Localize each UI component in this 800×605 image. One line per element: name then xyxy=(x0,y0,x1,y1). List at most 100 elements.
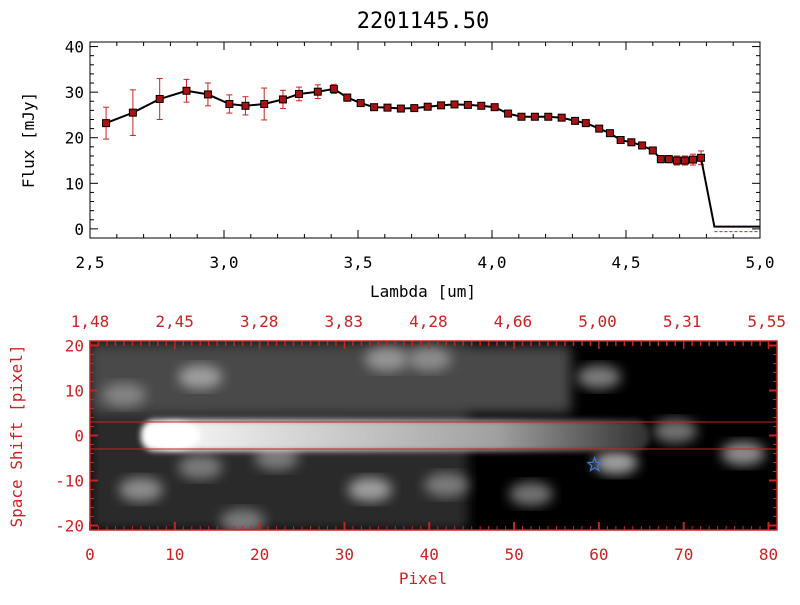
spectrum-heatmap xyxy=(90,341,777,530)
noise-blob xyxy=(178,455,223,479)
noise-blob xyxy=(364,347,409,371)
flux-data-point xyxy=(260,99,269,108)
flux-x-tick-label: 3,0 xyxy=(210,253,239,272)
heatmap-x-tick-label: 50 xyxy=(504,545,523,564)
flux-data-point xyxy=(329,84,338,93)
flux-data-point xyxy=(278,95,287,104)
heatmap-x-axis-label: Pixel xyxy=(399,569,447,588)
heatmap-x-tick-label: 10 xyxy=(165,545,184,564)
flux-data-point xyxy=(557,113,566,122)
flux-data-point xyxy=(697,153,706,162)
flux-data-point xyxy=(571,116,580,125)
heatmap-y-tick-label: 20 xyxy=(65,337,84,356)
flux-data-point xyxy=(581,119,590,128)
flux-data-point xyxy=(450,100,459,109)
chart-title: 2201145.50 xyxy=(357,9,489,34)
flux-data-point xyxy=(295,89,304,98)
flux-data-point xyxy=(225,99,234,108)
heatmap-x-tick-label: 70 xyxy=(674,545,693,564)
noise-blob xyxy=(721,441,766,466)
heatmap-y-axis-label: Space Shift [pixel] xyxy=(7,344,26,527)
noise-blob xyxy=(347,477,392,502)
flux-data-point xyxy=(680,156,689,165)
flux-data-point xyxy=(689,155,697,164)
flux-data-point xyxy=(616,136,625,144)
heatmap-x-tick-label: 60 xyxy=(589,545,608,564)
flux-x-tick-label: 4,5 xyxy=(612,253,641,272)
noise-blob xyxy=(407,347,452,371)
flux-data-point xyxy=(410,104,419,113)
flux-y-tick-label: 0 xyxy=(74,220,84,239)
flux-y-tick-label: 40 xyxy=(65,38,84,57)
noise-blob xyxy=(178,365,223,389)
flux-plot-area xyxy=(102,77,760,233)
flux-data-point xyxy=(437,101,446,110)
heatmap-top-tick-label: 5,55 xyxy=(747,312,786,331)
flux-data-point xyxy=(656,155,665,164)
heatmap-x-tick-label: 20 xyxy=(250,545,269,564)
flux-data-point xyxy=(383,103,392,112)
flux-data-point xyxy=(627,138,636,147)
flux-x-tick-label: 5,0 xyxy=(746,253,775,272)
flux-data-point xyxy=(605,129,614,138)
flux-data-point xyxy=(182,86,191,95)
heatmap-x-tick-label: 30 xyxy=(335,545,354,564)
flux-data-point xyxy=(477,101,486,110)
heatmap-x-tick-label: 0 xyxy=(85,545,95,564)
flux-y-axis: 0 10 20 30 40 xyxy=(65,38,760,239)
flux-data-point xyxy=(128,108,137,117)
flux-data-point xyxy=(544,112,553,121)
heatmap-upper-noise xyxy=(90,345,571,413)
flux-x-tick-label: 2,5 xyxy=(76,253,105,272)
flux-y-axis-label: Flux [mJy] xyxy=(19,92,38,188)
noise-blob xyxy=(101,383,146,407)
flux-data-point xyxy=(313,87,322,96)
heatmap-y-tick-label: -10 xyxy=(55,472,84,491)
heatmap-x-axis: 0 10 20 30 40 50 60 70 80 xyxy=(85,522,778,564)
heatmap-top-tick-label: 5,31 xyxy=(663,312,702,331)
flux-data-point xyxy=(102,119,111,128)
flux-data-point xyxy=(203,90,212,99)
flux-x-tick-label: 3,5 xyxy=(344,253,373,272)
flux-data-point xyxy=(241,101,250,110)
flux-spectrum-chart: 2201145.50 2,5 3,0 3,5 4,0 4,5 5,0 010203040 … xyxy=(19,9,774,301)
flux-data-point xyxy=(356,99,365,108)
heatmap-top-tick-label: 5,00 xyxy=(578,312,617,331)
flux-data-point xyxy=(517,112,526,121)
noise-blob xyxy=(254,446,299,470)
heatmap-overlays xyxy=(90,421,777,472)
noise-blob xyxy=(576,365,621,389)
flux-data-point xyxy=(155,94,164,103)
heatmap-y-axis: -20 -10 0 10 20 xyxy=(55,337,777,536)
heatmap-x-tick-label: 40 xyxy=(420,545,439,564)
flux-y-tick-label: 20 xyxy=(65,129,84,148)
heatmap-top-tick-label: 2,45 xyxy=(155,312,194,331)
flux-data-point xyxy=(463,100,472,109)
flux-data-point xyxy=(638,141,647,150)
spectrum-image-chart: 0 10 20 30 40 50 60 70 80 1,48 2,45 3,28 3,83 4,28 4,… xyxy=(7,312,786,588)
heatmap-y-tick-label: -20 xyxy=(55,517,84,536)
spectral-trace xyxy=(140,419,650,452)
flux-x-axis: 2,5 3,0 3,5 4,0 4,5 5,0 xyxy=(76,42,775,272)
heatmap-y-tick-label: 0 xyxy=(74,427,84,446)
noise-blob xyxy=(424,473,469,497)
flux-data-point xyxy=(648,146,657,155)
flux-data-point xyxy=(504,109,513,118)
flux-data-point xyxy=(370,103,379,112)
flux-data-point xyxy=(664,155,673,164)
heatmap-x-tick-label: 80 xyxy=(759,545,778,564)
noise-blob xyxy=(653,419,698,443)
trace-peak xyxy=(148,421,201,450)
noise-blob xyxy=(220,509,265,530)
noise-blob xyxy=(593,450,638,475)
flux-x-axis-label: Lambda [um] xyxy=(370,282,476,301)
flux-data-point xyxy=(343,93,352,102)
flux-data-point xyxy=(396,104,405,113)
flux-data-point xyxy=(490,103,499,112)
noise-blob xyxy=(118,477,163,502)
star-marker xyxy=(586,456,603,472)
flux-y-tick-label: 30 xyxy=(65,83,84,102)
heatmap-y-tick-label: 10 xyxy=(65,382,84,401)
